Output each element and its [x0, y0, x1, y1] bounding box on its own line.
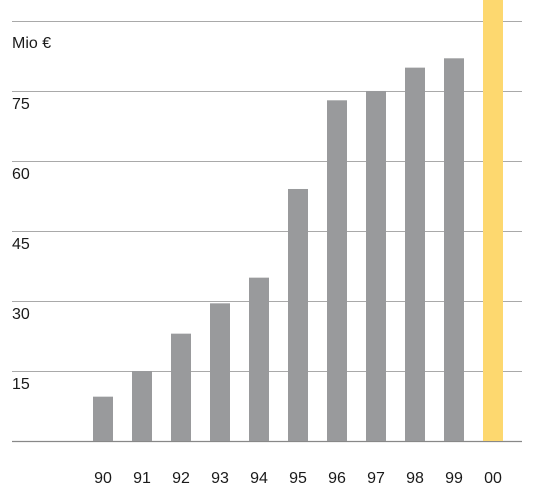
x-tick-label: 98: [406, 470, 424, 486]
x-tick-label: 99: [445, 470, 463, 486]
bar: [288, 188, 308, 441]
bar: [444, 58, 464, 441]
x-tick-label: 90: [94, 470, 112, 486]
bars: [93, 0, 503, 442]
bar: [327, 100, 347, 442]
bar: [93, 396, 113, 441]
y-tick-label: 45: [12, 236, 30, 253]
y-tick-label: 75: [12, 96, 30, 113]
bar: [132, 370, 152, 441]
y-tick-label: 15: [12, 376, 30, 393]
x-tick-label: 97: [367, 470, 385, 486]
x-axis-tick-labels: 90 91 92 93 94 95 96 97 98 99 00: [94, 470, 502, 486]
bar: [366, 90, 386, 441]
x-tick-label: 93: [211, 470, 229, 486]
x-tick-label: 91: [133, 470, 151, 486]
bar-highlight: [483, 0, 503, 441]
x-tick-label: 94: [250, 470, 268, 486]
x-tick-label: 92: [172, 470, 190, 486]
y-axis-unit-label: Mio €: [12, 35, 51, 52]
bar: [171, 333, 191, 441]
x-tick-label: 96: [328, 470, 346, 486]
y-tick-label: 60: [12, 166, 30, 183]
x-tick-label: 00: [484, 470, 502, 486]
bar: [405, 67, 425, 441]
bar: [249, 277, 269, 441]
y-tick-label: 30: [12, 306, 30, 323]
x-tick-label: 95: [289, 470, 307, 486]
y-axis-tick-labels: 15 30 45 60 75: [12, 96, 30, 393]
bar: [210, 303, 230, 441]
